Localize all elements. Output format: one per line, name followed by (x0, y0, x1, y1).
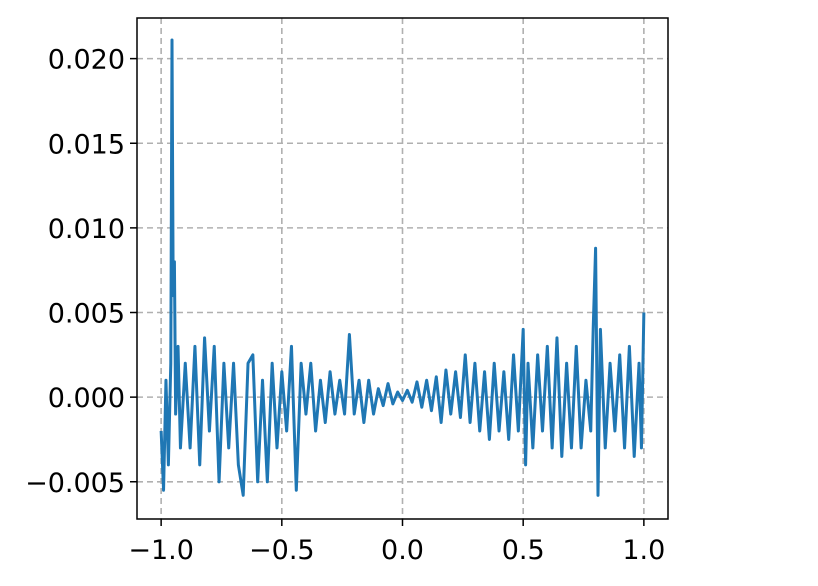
y-tick-label: 0.000 (48, 383, 125, 414)
plot-frame (136, 17, 669, 520)
y-tick-label: 0.015 (48, 129, 125, 160)
y-tick-label: 0.005 (48, 299, 125, 330)
x-tick-label: 1.0 (622, 535, 665, 566)
x-tick-label: 0.5 (502, 535, 545, 566)
x-tick-label: 0.0 (381, 535, 424, 566)
y-tick-label: −0.005 (25, 468, 125, 499)
x-tick-label: −1.0 (128, 535, 194, 566)
y-tick-label: 0.020 (48, 45, 125, 76)
data-line (159, 38, 646, 497)
y-tick-label: 0.010 (48, 214, 125, 245)
x-tick-label: −0.5 (249, 535, 315, 566)
